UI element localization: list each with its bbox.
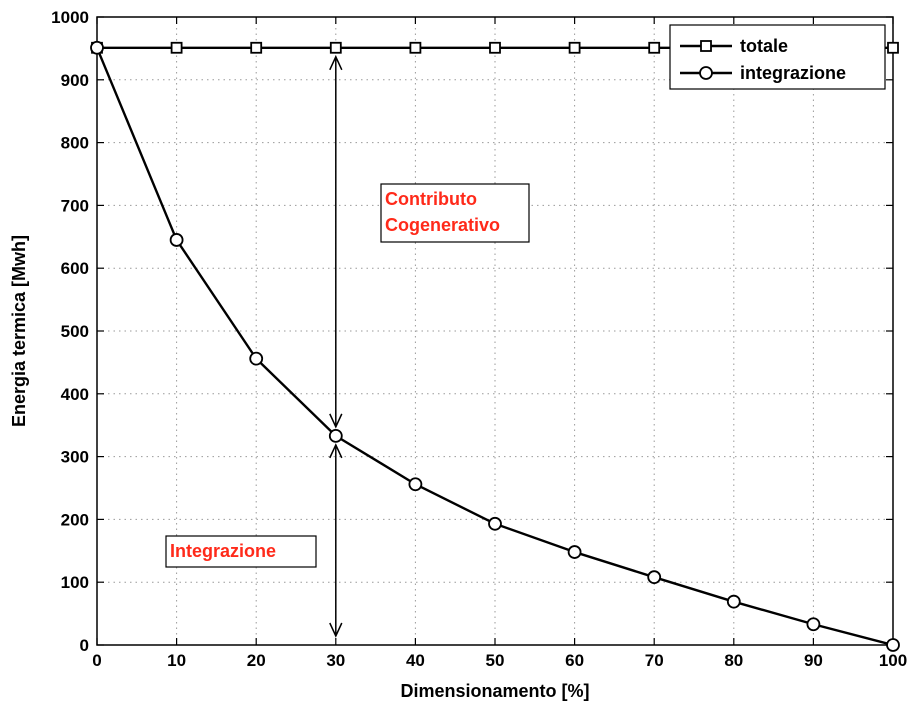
y-tick-label: 800 [61,134,89,153]
x-tick-label: 10 [167,651,186,670]
legend-item-integrazione: integrazione [680,63,846,83]
y-tick-label: 1000 [51,8,89,27]
data-point-totale [170,41,183,54]
axis-ticks: 0 10 20 30 40 50 60 70 80 90 100010020030040050060… [51,8,907,670]
data-point-totale [489,41,501,54]
y-tick-label: 300 [61,448,89,467]
data-point-totale [329,41,342,54]
annotation-contributo-cogenerativo: Contributo Cogenerativo [380,183,530,243]
x-tick-label: 0 [92,651,101,670]
grid-layer [97,17,893,645]
data-point-integrazione [90,40,104,55]
data-point-integrazione [408,477,423,492]
data-point-integrazione [328,428,343,443]
x-tick-label: 60 [565,651,584,670]
data-point-integrazione [567,545,582,559]
y-tick-label: 0 [80,636,89,655]
legend-marker-totale [700,40,712,52]
double-arrow [329,443,343,638]
data-point-totale [648,41,661,54]
y-axis-label: Energia termica [Mwh] [9,235,29,427]
data-point-totale [887,41,899,54]
data-point-integrazione [647,570,662,585]
x-tick-label: 80 [724,651,743,670]
annotation-layer: Contributo Cogenerativo Integrazione [165,54,530,638]
data-point-integrazione [488,516,502,531]
annotation-contributo-cogenerativo-text: Cogenerativo [385,215,500,235]
y-tick-label: 600 [61,259,89,278]
x-tick-label: 20 [247,651,266,670]
x-tick-label: 70 [645,651,664,670]
double-arrow [329,54,343,429]
data-point-integrazione [886,638,900,652]
y-tick-label: 400 [61,385,89,404]
data-point-totale [250,41,263,54]
x-tick-label: 50 [486,651,505,670]
data-point-totale [568,41,581,54]
data-point-integrazione [169,233,184,247]
legend-item-totale: totale [680,36,788,56]
legend-marker-integrazione [699,66,713,80]
x-tick-label: 40 [406,651,425,670]
data-point-totale [409,41,422,54]
x-axis-label: Dimensionamento [%] [400,681,589,701]
series-integrazione [90,40,900,652]
x-tick-label: 30 [326,651,345,670]
y-tick-label: 500 [61,322,89,341]
annotation-contributo-cogenerativo-text: Contributo [385,189,477,209]
y-tick-label: 100 [61,573,89,592]
annotation-integrazione: Integrazione [165,535,317,568]
legend-label-integrazione: integrazione [740,63,846,83]
x-tick-label: 100 [879,651,907,670]
y-tick-label: 200 [61,510,89,529]
data-point-integrazione [249,351,264,366]
annotation-integrazione-text: Integrazione [170,541,276,561]
data-point-integrazione [726,594,741,609]
y-tick-label: 900 [61,71,89,90]
legend-label-totale: totale [740,36,788,56]
legend: totale integrazione [669,24,886,90]
x-tick-label: 90 [804,651,823,670]
y-tick-label: 700 [61,196,89,215]
data-point-integrazione [806,617,821,632]
